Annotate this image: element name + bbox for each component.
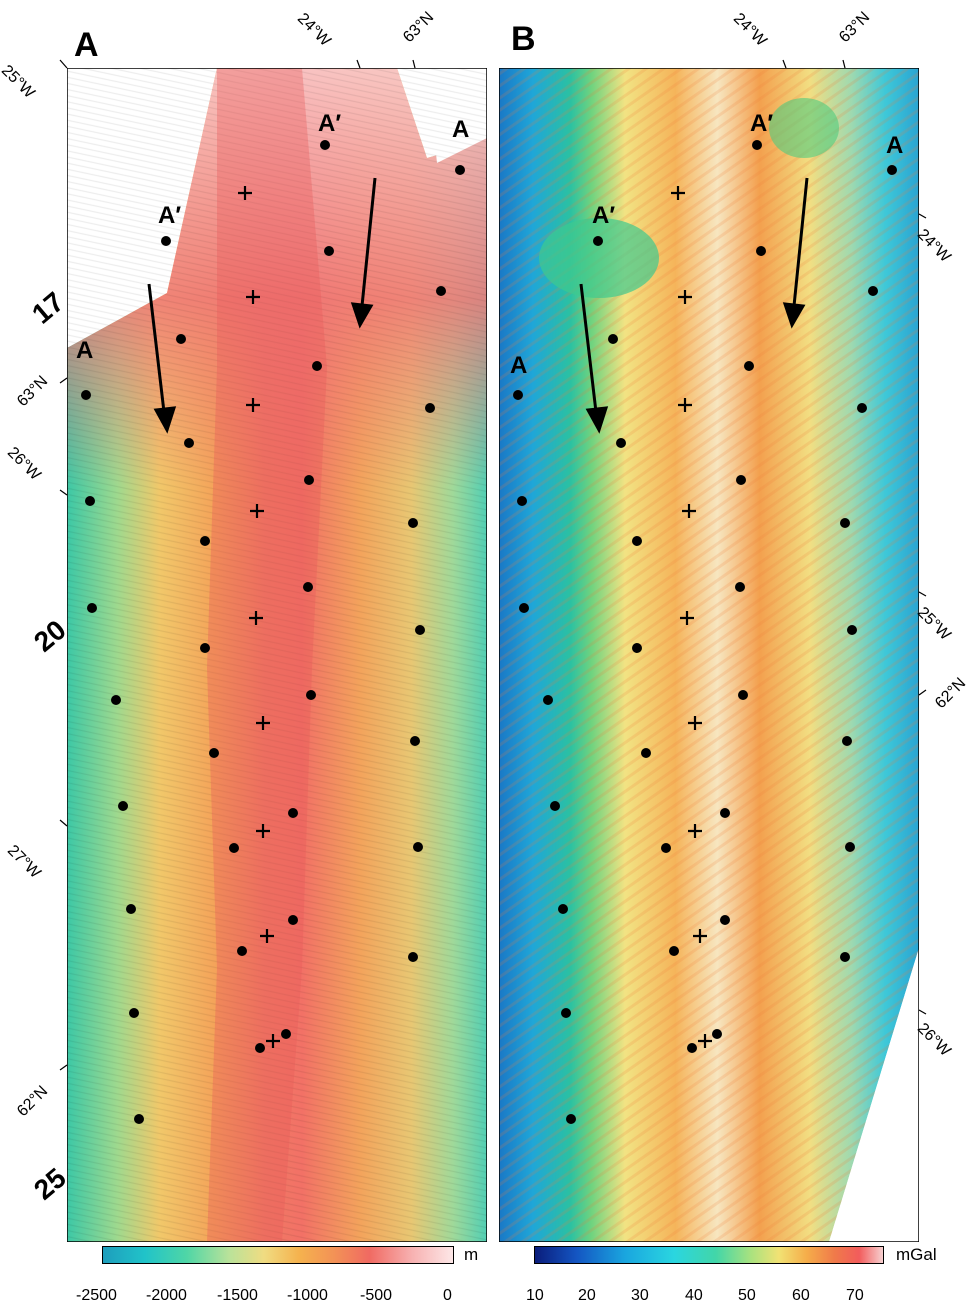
- panel-a-symbols: [59, 59, 465, 1124]
- colorbar-gravity: [534, 1246, 884, 1264]
- colorbar-tick: 40: [685, 1287, 703, 1304]
- arrow-icon: [579, 283, 609, 434]
- colorbar-tick: 30: [631, 1287, 649, 1304]
- colorbar-tick: 20: [578, 1287, 596, 1304]
- panel-a-label: A: [74, 26, 99, 64]
- colorbar-tick: -500: [360, 1287, 393, 1304]
- profile-label-a-prime: A′: [318, 110, 342, 137]
- colorbar-tick: 10: [526, 1287, 544, 1304]
- plus-markers: [671, 186, 712, 1048]
- colorbar-tick: -1000: [287, 1287, 328, 1304]
- profile-label-a: A: [510, 352, 528, 379]
- arrow-icon: [350, 177, 377, 329]
- marker-dots: [513, 140, 897, 1124]
- arrow-icon: [147, 283, 177, 434]
- colorbar-tick: -2500: [76, 1287, 117, 1304]
- gravity-map: [499, 68, 919, 1242]
- profile-label-a: A: [452, 116, 470, 143]
- profile-label-a-prime: A′: [750, 110, 774, 137]
- colorbar-tick: 0: [443, 1287, 452, 1304]
- panel-b-label: B: [511, 20, 536, 58]
- colorbar-bathymetry: [102, 1246, 454, 1264]
- colorbar-tick: 60: [792, 1287, 810, 1304]
- colorbar-tick: 70: [846, 1287, 864, 1304]
- marker-dots: [81, 140, 465, 1124]
- colorbar-tick: 50: [738, 1287, 756, 1304]
- colorbar-tick: -1500: [217, 1287, 258, 1304]
- bathymetry-map: [67, 68, 487, 1242]
- panel-b-symbols: [513, 59, 927, 1124]
- arrow-icon: [782, 177, 809, 329]
- profile-label-a: A: [76, 337, 94, 364]
- colorbar-unit: mGal: [896, 1245, 937, 1264]
- profile-label-a: A: [886, 132, 904, 159]
- plus-markers: [238, 186, 280, 1048]
- colorbar-tick: -2000: [146, 1287, 187, 1304]
- profile-label-a-prime: A′: [158, 202, 182, 229]
- profile-label-a-prime: A′: [592, 202, 616, 229]
- colorbar-unit: m: [464, 1245, 479, 1264]
